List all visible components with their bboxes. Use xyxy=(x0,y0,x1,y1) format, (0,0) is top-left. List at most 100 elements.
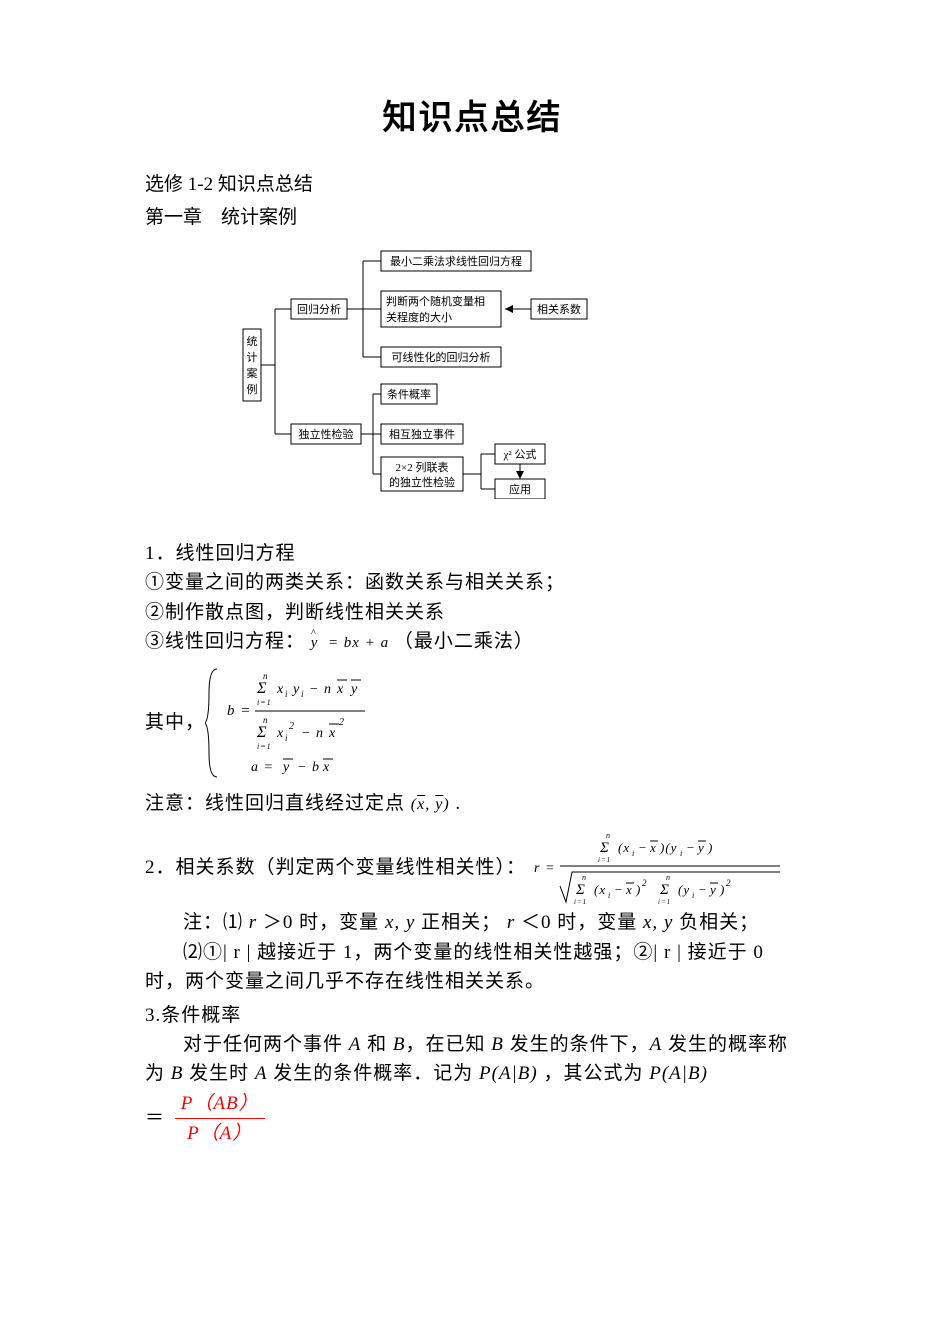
s2-row: 2．相关系数（判定两个变量线性相关性）： r = n Σ i=1 (x i − … xyxy=(145,828,800,908)
svg-text:i: i xyxy=(285,689,289,699)
svg-text:(x: (x xyxy=(594,882,606,897)
brace-equation: 其中， b = n Σ i=1 x i y i − n x y xyxy=(145,663,800,783)
svg-text:i=1: i=1 xyxy=(598,856,611,864)
svg-text:i: i xyxy=(692,891,695,900)
s1-line2: ②制作散点图，判断线性相关关系 xyxy=(145,598,800,627)
svg-text:y: y xyxy=(349,682,358,697)
frac-bot: P（A） xyxy=(175,1119,265,1148)
diagram-root-3: 案 xyxy=(246,366,257,380)
svg-text:b =: b = xyxy=(227,703,251,719)
svg-text:Σ: Σ xyxy=(599,840,610,856)
svg-text:i: i xyxy=(301,689,305,699)
svg-text:(x: (x xyxy=(618,840,630,855)
svg-text:(y: (y xyxy=(678,882,690,897)
svg-text:i: i xyxy=(632,849,635,858)
svg-text:y: y xyxy=(281,760,290,775)
diagram-b1: 条件概率 xyxy=(387,387,431,401)
svg-text:y: y xyxy=(696,840,705,855)
svg-text:n: n xyxy=(582,873,587,882)
svg-text:): ) xyxy=(635,882,641,897)
svg-text:x: x xyxy=(328,726,336,741)
svg-text:2: 2 xyxy=(726,878,732,888)
equals-sign: ＝ xyxy=(145,1107,165,1128)
svg-text:i: i xyxy=(285,733,289,743)
s3-frac-line: ＝ P（AB） P（A） xyxy=(145,1089,800,1149)
svg-text:Σ: Σ xyxy=(256,724,268,741)
s3-text: 对于任何两个事件 A 和 B，在已知 B 发生的条件下，A 发生的概率称为 B … xyxy=(145,1030,800,1089)
concept-diagram: 统 计 案 例 回归分析 独立性检验 最小二乘法求线性回归方程 xyxy=(145,239,800,499)
s2-heading: 2．相关系数（判定两个变量线性相关性）： xyxy=(145,853,526,882)
svg-text:Σ: Σ xyxy=(575,882,586,898)
svg-text:x: x xyxy=(322,760,330,775)
s1-line3-b: （最小二乘法） xyxy=(394,631,534,652)
svg-text:n: n xyxy=(606,831,611,840)
svg-text:i: i xyxy=(680,849,683,858)
svg-text:x: x xyxy=(625,882,633,897)
diagram-a3: 可线性化的回归分析 xyxy=(391,350,490,364)
svg-text:x: x xyxy=(276,682,284,697)
svg-text:x: x xyxy=(649,840,657,855)
svg-text:): ) xyxy=(707,840,713,855)
diagram-root-1: 统 xyxy=(246,335,257,348)
svg-text:i=1: i=1 xyxy=(574,898,587,906)
diagram-b2: 相互独立事件 xyxy=(389,427,455,441)
s2-note1: 注：⑴ r ＞0 时，变量 x, y 正相关； r ＜0 时，变量 x, y 负… xyxy=(145,908,800,937)
svg-text:i=1: i=1 xyxy=(257,698,272,707)
svg-text:2: 2 xyxy=(642,878,648,888)
svg-text:−: − xyxy=(638,840,648,855)
svg-text:y: y xyxy=(708,882,717,897)
section-2: 2．相关系数（判定两个变量线性相关性）： r = n Σ i=1 (x i − … xyxy=(145,828,800,996)
s1-line3: ③线性回归方程： y^ = bx + a （最小二乘法） xyxy=(145,627,800,656)
diagram-root-4: 例 xyxy=(246,382,257,396)
svg-text:)(y: )(y xyxy=(659,840,677,855)
diagram-a2-right: 相关系数 xyxy=(537,302,581,316)
svg-text:2: 2 xyxy=(289,721,295,732)
svg-text:): ) xyxy=(719,882,725,897)
svg-text:x: x xyxy=(276,726,284,741)
s2-note2: ⑵①| r | 越接近于 1，两个变量的线性相关性越强；②| r | 接近于 0… xyxy=(145,938,800,997)
section-3: 3.条件概率 对于任何两个事件 A 和 B，在已知 B 发生的条件下，A 发生的… xyxy=(145,1001,800,1149)
page-title: 知识点总结 xyxy=(145,90,800,139)
diagram-c2: 应用 xyxy=(509,482,531,496)
svg-text:Σ: Σ xyxy=(256,680,268,697)
svg-text:Σ: Σ xyxy=(659,882,670,898)
diagram-a2-l2: 关程度的大小 xyxy=(386,310,452,324)
svg-text:−: − xyxy=(686,840,696,855)
qizhong: 其中， xyxy=(145,708,205,737)
svg-text:−: − xyxy=(698,882,708,897)
diagram-a2-l1: 判断两个随机变量相 xyxy=(386,294,485,308)
s3-heading: 3.条件概率 xyxy=(145,1001,800,1030)
conditional-prob-fraction: P（AB） P（A） xyxy=(171,1089,269,1149)
svg-text:−: − xyxy=(614,882,624,897)
subtitle: 选修 1-2 知识点总结 xyxy=(145,169,800,196)
diagram-svg: 统 计 案 例 回归分析 独立性检验 最小二乘法求线性回归方程 xyxy=(233,239,713,499)
s1-line1: ①变量之间的两类关系：函数关系与相关关系； xyxy=(145,568,800,597)
r-formula: r = n Σ i=1 (x i − x )(y i − y ) xyxy=(532,828,782,908)
svg-text:x: x xyxy=(336,682,344,697)
frac-top: P（AB） xyxy=(175,1089,265,1119)
svg-text:i=1: i=1 xyxy=(257,742,272,751)
diagram-branch-b: 独立性检验 xyxy=(298,427,353,441)
svg-text:i: i xyxy=(608,891,611,900)
s1-eq-inline: y^ = bx + a xyxy=(311,635,394,651)
chapter-heading: 第一章 统计案例 xyxy=(145,202,800,229)
diagram-a1: 最小二乘法求线性回归方程 xyxy=(390,254,522,268)
brace-svg: b = n Σ i=1 x i y i − n x y n Σ i xyxy=(205,663,415,783)
svg-text:− b: − b xyxy=(297,760,320,775)
section-1: 1．线性回归方程 ①变量之间的两类关系：函数关系与相关关系； ②制作散点图，判断… xyxy=(145,539,800,818)
svg-text:n: n xyxy=(666,873,671,882)
svg-text:2: 2 xyxy=(339,717,345,728)
s1-line3-a: ③线性回归方程： xyxy=(145,631,305,652)
svg-text:r =: r = xyxy=(534,861,555,876)
diagram-b3a: 2×2 列联表 xyxy=(395,460,448,474)
svg-text:− n: − n xyxy=(309,682,332,697)
svg-text:− n: − n xyxy=(301,726,324,741)
diagram-root-2: 计 xyxy=(246,351,257,364)
svg-text:y: y xyxy=(291,682,300,697)
svg-text:a =: a = xyxy=(251,760,274,775)
document-page: 知识点总结 选修 1-2 知识点总结 第一章 统计案例 统 计 案 例 回归分析… xyxy=(0,0,945,1209)
diagram-b3b: 的独立性检验 xyxy=(389,475,455,489)
svg-text:i=1: i=1 xyxy=(658,898,671,906)
s1-heading: 1．线性回归方程 xyxy=(145,539,800,568)
diagram-branch-a: 回归分析 xyxy=(297,302,341,316)
